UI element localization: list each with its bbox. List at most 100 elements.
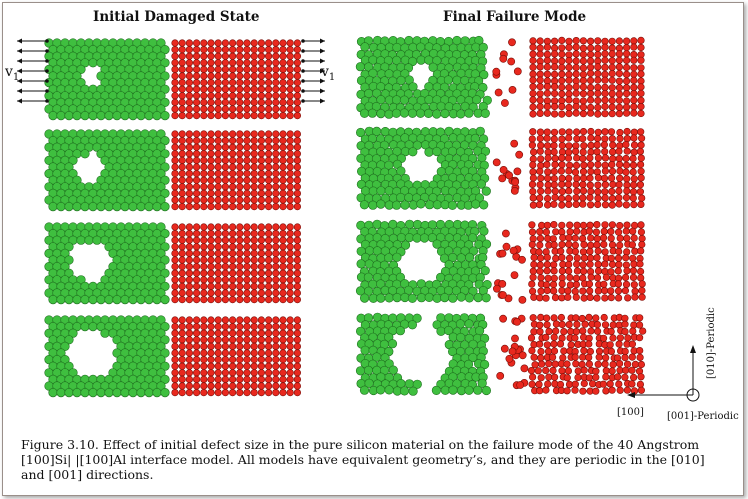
aluminum-atom: [229, 316, 237, 324]
aluminum-atom: [543, 321, 551, 329]
aluminum-atom: [586, 161, 595, 169]
aluminum-atom: [207, 203, 215, 211]
aluminum-atom: [593, 235, 601, 243]
silicon-atom: [144, 202, 154, 212]
aluminum-atom: [593, 168, 601, 176]
aluminum-atom: [193, 150, 201, 158]
aluminum-atom: [185, 362, 193, 370]
aluminum-atom: [272, 72, 280, 80]
silicon-atom: [455, 319, 466, 329]
aluminum-atom: [279, 163, 287, 171]
aluminum-atom: [193, 189, 201, 197]
aluminum-atom: [221, 189, 229, 197]
silicon-atom: [475, 326, 485, 336]
aluminum-atom: [185, 45, 193, 54]
aluminum-atom: [594, 267, 603, 275]
aluminum-atom: [214, 59, 222, 67]
aluminum-atom: [542, 386, 550, 394]
aluminum-atom: [558, 180, 566, 188]
silicon-atom: [400, 200, 410, 210]
arrow-dot: [45, 69, 49, 73]
silicon-atom: [473, 385, 483, 395]
aluminum-atom: [171, 296, 179, 304]
aluminum-atom: [585, 353, 593, 362]
aluminum-atom: [250, 236, 258, 244]
aluminum-atom: [279, 59, 287, 67]
aluminum-atom: [572, 102, 580, 111]
silicon-atom: [415, 108, 426, 118]
silicon-atom: [392, 293, 402, 303]
aluminum-atom: [229, 375, 237, 384]
aluminum-atom: [207, 137, 215, 145]
aluminum-atom: [293, 230, 302, 238]
aluminum-atom: [637, 360, 646, 369]
aluminum-atom: [214, 105, 222, 113]
aluminum-atom: [214, 382, 222, 390]
aluminum-atom: [279, 342, 287, 351]
aluminum-atom: [637, 128, 645, 136]
silicon-atom: [479, 70, 489, 80]
aluminum-atom: [560, 347, 568, 355]
aluminum-atom: [214, 176, 222, 184]
aluminum-atom: [185, 130, 193, 138]
aluminum-atom: [272, 45, 280, 54]
atomistic-figure: v1 v1 [100] [001]-Periodic [010]-Periodi…: [4, 35, 739, 422]
aluminum-atom: [171, 362, 179, 370]
aluminum-atom: [243, 282, 251, 291]
aluminum-atom: [601, 321, 610, 329]
aluminum-atom: [250, 382, 258, 390]
silicon-atom: [407, 108, 418, 118]
aluminum-atom: [631, 360, 640, 369]
silicon-atom: [104, 295, 114, 305]
aluminum-atom: [572, 314, 580, 322]
aluminum-atom: [572, 43, 580, 51]
silicon-atom: [120, 388, 130, 398]
aluminum-atom: [578, 235, 587, 243]
aluminum-atom: [229, 243, 237, 251]
aluminum-atom: [193, 276, 201, 284]
aluminum-atom: [236, 276, 244, 284]
arrow-dot: [45, 79, 49, 83]
aluminum-atom: [221, 349, 229, 357]
aluminum-atom: [529, 128, 537, 136]
silicon-atom: [432, 146, 442, 157]
aluminum-atom: [279, 98, 287, 106]
aluminum-atom: [279, 111, 287, 120]
aluminum-atom: [207, 289, 215, 297]
aluminum-atom: [243, 316, 251, 324]
aluminum-atom: [279, 150, 287, 158]
aluminum-atom: [185, 105, 193, 113]
aluminum-atom: [221, 85, 229, 93]
aluminum-atom: [615, 147, 623, 155]
aluminum-atom: [637, 89, 645, 97]
aluminum-atom: [178, 130, 186, 138]
aluminum-atom: [272, 243, 280, 251]
aluminum-atom: [587, 148, 595, 156]
aluminum-atom: [185, 170, 193, 178]
silicon-atom: [156, 51, 166, 61]
silicon-atom: [396, 166, 406, 176]
aluminum-atom: [214, 230, 222, 238]
aluminum-atom: [600, 287, 609, 295]
aluminum-atom: [572, 281, 581, 289]
aluminum-atom: [586, 96, 595, 104]
aluminum-atom: [500, 99, 509, 107]
arrow-dot: [45, 59, 49, 63]
aluminum-atom: [592, 228, 601, 236]
aluminum-atom: [528, 287, 537, 295]
coordinate-axes: [100] [001]-Periodic [010]-Periodic: [617, 307, 739, 422]
aluminum-atom: [185, 342, 193, 351]
silicon-atom: [96, 202, 106, 212]
aluminum-atom: [534, 367, 542, 375]
aluminum-atom: [257, 382, 265, 390]
aluminum-atom: [608, 110, 616, 118]
aluminum-atom: [623, 175, 631, 183]
aluminum-atom: [550, 261, 558, 269]
aluminum-atom: [200, 382, 208, 390]
aluminum-atom: [293, 130, 302, 138]
aluminum-atom: [628, 366, 636, 374]
aluminum-atom: [214, 389, 222, 397]
aluminum-atom: [529, 43, 537, 51]
aluminum-atom: [537, 287, 545, 295]
aluminum-atom: [178, 105, 186, 113]
